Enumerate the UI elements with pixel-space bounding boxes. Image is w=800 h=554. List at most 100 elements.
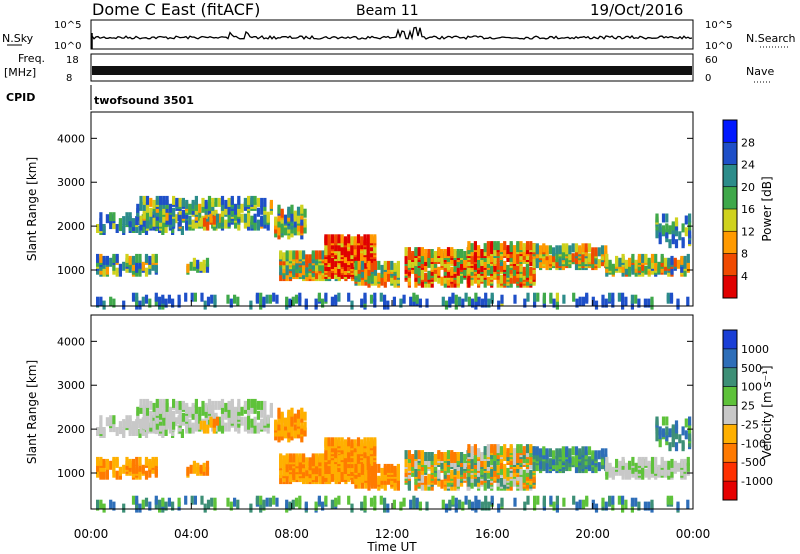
beam-label: Beam 11 bbox=[356, 3, 419, 19]
velocity-cell bbox=[347, 453, 351, 463]
power-cell bbox=[207, 195, 212, 205]
power-cell bbox=[686, 296, 690, 306]
power-cell bbox=[578, 296, 582, 306]
velocity-cell bbox=[446, 450, 451, 460]
velocity-cell bbox=[618, 460, 622, 470]
power-cell bbox=[451, 292, 455, 302]
power-cell bbox=[571, 253, 575, 263]
power-cell bbox=[477, 245, 481, 255]
power-cell bbox=[446, 268, 451, 278]
velocity-cell bbox=[131, 421, 136, 431]
power-cell bbox=[456, 274, 460, 284]
power-cell bbox=[572, 292, 576, 302]
velocity-cell bbox=[363, 437, 367, 447]
velocity-cell bbox=[597, 462, 601, 472]
velocity-cell bbox=[234, 406, 238, 416]
velocity-cell bbox=[135, 456, 139, 466]
power-cell bbox=[611, 298, 615, 308]
power-cell bbox=[666, 292, 670, 302]
power-cell bbox=[296, 214, 301, 224]
power-cell bbox=[161, 224, 165, 233]
power-cell bbox=[144, 267, 149, 277]
velocity-cell bbox=[347, 495, 351, 505]
power-cell bbox=[654, 261, 658, 271]
velocity-cell bbox=[456, 477, 460, 487]
velocity-cell bbox=[519, 465, 523, 475]
power-cell bbox=[641, 253, 645, 263]
power-cell bbox=[621, 300, 625, 310]
velocity-cell bbox=[673, 460, 677, 470]
power-cell bbox=[354, 260, 358, 270]
velocity-cell bbox=[144, 497, 149, 507]
power-cell bbox=[295, 250, 299, 260]
velocity-cell bbox=[356, 445, 361, 455]
power-cell bbox=[427, 270, 431, 280]
velocity-cell bbox=[383, 463, 387, 473]
velocity-cell bbox=[279, 475, 283, 485]
velocity-cell bbox=[142, 420, 146, 430]
velocity-cell bbox=[327, 470, 331, 480]
power-cell bbox=[149, 207, 153, 217]
velocity-cell bbox=[506, 467, 510, 477]
velocity-cell bbox=[450, 450, 454, 460]
power-cell bbox=[463, 266, 467, 276]
velocity-cell bbox=[522, 469, 526, 479]
velocity-cell bbox=[630, 497, 634, 507]
power-cell bbox=[480, 262, 484, 272]
power-cell bbox=[305, 264, 309, 274]
power-cell bbox=[628, 267, 632, 277]
velocity-cell bbox=[247, 398, 251, 408]
power-cell bbox=[191, 219, 195, 229]
power-cell bbox=[226, 294, 230, 304]
velocity-cell bbox=[308, 457, 312, 467]
power-cell bbox=[274, 216, 278, 226]
power-cell bbox=[363, 260, 367, 269]
velocity-cell bbox=[486, 469, 490, 479]
velocity-cell bbox=[256, 422, 260, 432]
power-cell bbox=[279, 250, 283, 260]
velocity-cell bbox=[243, 400, 247, 410]
freq-label-2: [MHz] bbox=[4, 66, 36, 79]
velocity-cell bbox=[415, 497, 419, 507]
colorbar-tick-label: 1000 bbox=[741, 343, 769, 356]
velocity-cell bbox=[148, 468, 152, 478]
colorbar-swatch bbox=[723, 209, 737, 232]
power-cell bbox=[247, 217, 251, 227]
power-cell bbox=[440, 257, 444, 266]
nsearch-tick-top: 10^5 bbox=[705, 20, 732, 31]
power-cell bbox=[198, 211, 202, 221]
power-cell bbox=[260, 205, 264, 215]
power-cell bbox=[373, 266, 378, 276]
power-cell bbox=[617, 292, 621, 302]
velocity-cell bbox=[456, 469, 460, 479]
power-cell bbox=[131, 292, 136, 302]
velocity-cell bbox=[409, 499, 413, 509]
x-tick-label: 00:00 bbox=[74, 527, 109, 541]
velocity-cell bbox=[396, 463, 400, 473]
power-cell bbox=[464, 292, 468, 302]
velocity-cell bbox=[125, 415, 129, 425]
velocity-cell bbox=[477, 461, 481, 471]
power-cell bbox=[512, 253, 517, 262]
power-cell bbox=[220, 213, 225, 223]
power-cell bbox=[321, 264, 325, 274]
velocity-cell bbox=[298, 453, 302, 463]
power-cell bbox=[383, 260, 387, 270]
power-cell bbox=[529, 253, 533, 262]
power-cell bbox=[105, 255, 109, 265]
power-cell bbox=[154, 263, 158, 273]
velocity-cell bbox=[102, 427, 106, 436]
velocity-cell bbox=[373, 501, 377, 511]
velocity-cell bbox=[220, 404, 225, 414]
power-cell bbox=[308, 254, 312, 264]
velocity-cell bbox=[503, 450, 507, 460]
power-cell bbox=[545, 261, 549, 271]
velocity-cell bbox=[572, 495, 576, 505]
velocity-cell bbox=[148, 458, 152, 468]
power-cell bbox=[407, 247, 411, 257]
power-cell bbox=[250, 215, 254, 225]
power-cell bbox=[477, 296, 481, 306]
velocity-cell bbox=[407, 461, 411, 471]
velocity-cell bbox=[175, 400, 179, 410]
power-cell bbox=[409, 296, 413, 306]
